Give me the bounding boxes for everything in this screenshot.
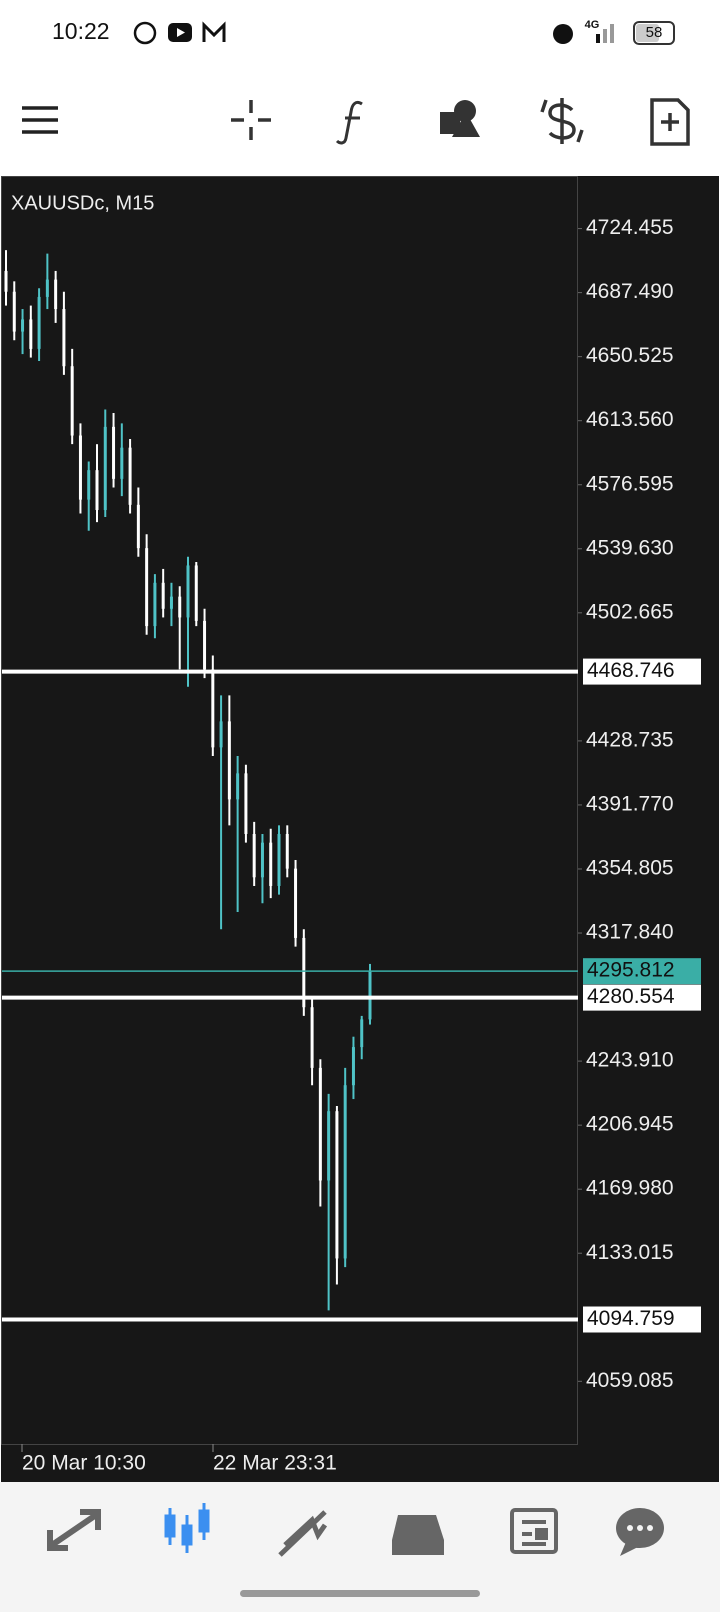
candle-body xyxy=(244,773,248,834)
candle-body xyxy=(70,366,74,436)
x-tick-label: 20 Mar 10:30 xyxy=(22,1452,146,1475)
candle-body xyxy=(12,291,16,332)
candle-body xyxy=(211,669,215,748)
trade-tab[interactable] xyxy=(278,1510,328,1557)
candle-body xyxy=(4,270,8,292)
candle-body xyxy=(54,279,58,310)
plot-frame xyxy=(1,176,578,1445)
level-label: 4094.759 xyxy=(587,1307,675,1330)
indicators-button[interactable] xyxy=(335,100,363,145)
candle-body xyxy=(45,279,49,297)
y-tick-label: 4317.840 xyxy=(586,921,674,944)
network-type: 4G xyxy=(585,19,600,31)
chart-title: XAUUSDc, M15 xyxy=(11,192,154,214)
nav-icons xyxy=(47,1503,664,1557)
candle-body xyxy=(318,1067,322,1181)
candle-body xyxy=(335,1111,339,1259)
plot: 4724.455 4687.490 4650.525 4613.560 4576.595… xyxy=(2,216,701,1475)
y-tick-label: 4169.980 xyxy=(586,1177,674,1200)
y-tick-label: 4576.595 xyxy=(586,472,674,495)
candle-body xyxy=(360,1019,364,1048)
y-tick-label: 4059.085 xyxy=(586,1369,674,1392)
candle-body xyxy=(87,470,91,500)
level-label: 4468.746 xyxy=(587,659,675,682)
objects-button[interactable] xyxy=(440,100,480,137)
y-tick-label: 4133.015 xyxy=(586,1241,674,1264)
y-tick-label: 4391.770 xyxy=(586,792,674,815)
candle-body xyxy=(21,319,25,332)
chat-tab[interactable] xyxy=(616,1508,664,1556)
candle-body xyxy=(169,596,173,609)
level-label: 4280.554 xyxy=(587,985,675,1008)
level-box xyxy=(583,1306,701,1333)
candle-body xyxy=(37,296,41,349)
level-box xyxy=(583,658,701,685)
candle-body xyxy=(269,842,273,886)
candle-body xyxy=(277,833,281,886)
y-tick-label: 4687.490 xyxy=(586,280,674,303)
chart-background xyxy=(1,176,719,1482)
x-tick-label: 22 Mar 23:31 xyxy=(213,1452,337,1475)
notification-icons xyxy=(133,21,226,45)
candle-body xyxy=(186,565,190,618)
news-tab[interactable] xyxy=(510,1508,558,1554)
candle-body xyxy=(294,868,298,938)
candle-body xyxy=(260,842,264,878)
candle-body xyxy=(203,620,207,670)
y-tick-label: 4502.665 xyxy=(586,600,674,623)
current-price-box xyxy=(583,958,701,985)
menu-button[interactable] xyxy=(22,106,58,134)
crosshair-button[interactable] xyxy=(231,100,271,140)
system-icons: 4G 58 xyxy=(553,19,675,45)
candle-body xyxy=(343,1085,347,1259)
candle-body xyxy=(368,971,372,1020)
level-box xyxy=(583,984,701,1011)
candle-body xyxy=(112,426,116,479)
y-tick-label: 4724.455 xyxy=(586,216,674,239)
candle-body xyxy=(252,833,256,878)
candle-body xyxy=(145,548,149,627)
trade-button[interactable] xyxy=(540,98,584,144)
candle-body xyxy=(178,596,182,618)
candle-body xyxy=(128,447,132,505)
y-tick-label: 4354.805 xyxy=(586,857,674,880)
y-tick-label: 4650.525 xyxy=(586,344,674,367)
candle-body xyxy=(136,504,140,549)
home-indicator xyxy=(240,1590,480,1597)
status-bar xyxy=(0,0,720,66)
candle-body xyxy=(219,721,223,748)
candle-body xyxy=(227,721,231,800)
candle-body xyxy=(29,319,33,349)
y-tick-label: 4243.910 xyxy=(586,1049,674,1072)
candle-body xyxy=(161,582,165,609)
battery-level: 58 xyxy=(646,24,663,41)
candle-body xyxy=(310,1007,314,1068)
history-tab[interactable] xyxy=(392,1515,444,1555)
candle-body xyxy=(236,773,240,800)
new-order-button[interactable] xyxy=(650,98,690,146)
y-tick-label: 4206.945 xyxy=(586,1113,674,1136)
quotes-tab[interactable] xyxy=(47,1509,101,1551)
y-tick-label: 4539.630 xyxy=(586,536,674,559)
candle-body xyxy=(153,582,157,627)
y-tick-label: 4428.735 xyxy=(586,728,674,751)
candle-body xyxy=(327,1111,331,1181)
candle-body xyxy=(351,1047,355,1086)
candle-body xyxy=(78,435,82,500)
candle-body xyxy=(285,833,289,869)
chart-tab[interactable] xyxy=(164,1503,210,1553)
candle-body xyxy=(120,447,124,479)
clock: 10:22 xyxy=(52,18,110,44)
y-tick-label: 4613.560 xyxy=(586,408,674,431)
toolbar xyxy=(22,98,690,146)
candle-body xyxy=(62,309,66,367)
candle-body xyxy=(302,937,306,1008)
candle-body xyxy=(194,565,198,621)
candle-body xyxy=(95,470,99,511)
candle-body xyxy=(103,426,107,511)
current-price-label: 4295.812 xyxy=(587,959,675,982)
